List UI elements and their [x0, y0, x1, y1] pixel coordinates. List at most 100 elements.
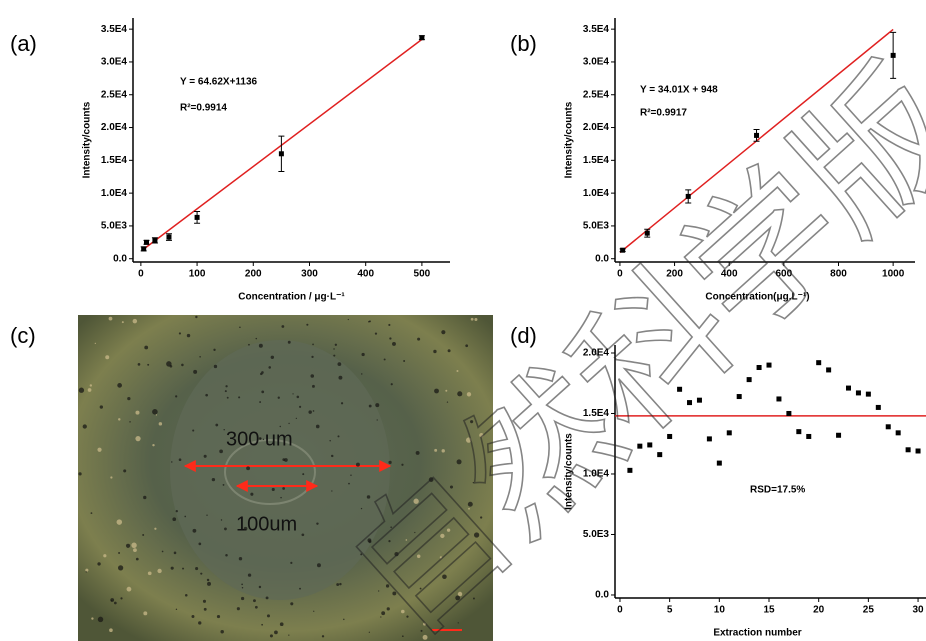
speck: [337, 362, 341, 366]
speck: [204, 608, 207, 611]
speck: [448, 349, 451, 352]
speck: [343, 619, 344, 620]
speck: [185, 594, 188, 597]
speck: [356, 463, 360, 467]
speck: [465, 344, 468, 347]
speck: [225, 554, 228, 557]
point: [686, 194, 691, 199]
speck: [100, 405, 103, 408]
figure: 300 um 100um (c) 0.05.0E31.0E41.5E42.0E4…: [0, 0, 926, 641]
annotation: Y = 64.62X+1136: [180, 77, 258, 88]
speck: [227, 397, 229, 399]
speck: [120, 597, 122, 599]
speck: [239, 557, 242, 560]
y-tick-label: 5.0E3: [583, 529, 610, 540]
speck: [361, 353, 364, 356]
speck: [312, 385, 315, 388]
speck: [335, 344, 337, 346]
speck: [118, 565, 123, 570]
speck: [288, 341, 291, 344]
speck: [126, 544, 130, 548]
point: [141, 246, 146, 251]
speck: [111, 600, 113, 602]
speck: [306, 324, 308, 326]
speck: [109, 317, 113, 321]
x-tick-label: 500: [414, 269, 431, 280]
speck: [223, 429, 224, 430]
speck: [97, 562, 100, 565]
speck: [199, 356, 201, 358]
point: [846, 386, 851, 391]
speck: [110, 476, 112, 478]
speck: [123, 469, 126, 472]
fit-line: [144, 39, 422, 249]
y-tick-label: 3.5E4: [101, 24, 128, 35]
speck: [78, 472, 81, 475]
speck: [193, 529, 197, 533]
speck: [474, 318, 477, 321]
speck: [313, 611, 314, 612]
speck: [179, 458, 182, 461]
point: [166, 235, 171, 240]
speck: [157, 569, 161, 573]
speck: [375, 403, 379, 407]
speck: [117, 519, 122, 524]
speck: [377, 419, 378, 420]
speck: [246, 466, 250, 470]
speck: [375, 333, 377, 335]
point: [279, 151, 284, 156]
point: [645, 231, 650, 236]
speck: [213, 349, 215, 351]
speck: [280, 622, 284, 626]
speck: [103, 554, 106, 557]
speck: [91, 512, 93, 514]
speck: [392, 342, 396, 346]
speck: [282, 458, 285, 461]
point: [916, 448, 921, 453]
speck: [313, 410, 315, 412]
speck: [179, 332, 181, 334]
speck: [266, 596, 269, 599]
speck: [175, 395, 177, 397]
speck: [241, 583, 243, 585]
speck: [90, 384, 92, 386]
speck: [338, 376, 342, 380]
speck: [259, 344, 263, 348]
speck: [299, 406, 301, 408]
speck: [191, 615, 194, 618]
x-tick-label: 5: [667, 605, 673, 616]
speck: [447, 402, 448, 403]
point: [886, 424, 891, 429]
speck: [261, 391, 264, 394]
speck: [270, 634, 273, 637]
speck: [311, 356, 313, 358]
speck: [154, 528, 156, 530]
speck: [148, 571, 152, 575]
speck: [162, 551, 164, 553]
speck: [91, 617, 93, 619]
speck: [224, 528, 227, 531]
x-axis-label: Extraction number: [713, 628, 801, 639]
speck: [261, 624, 263, 626]
speck: [290, 602, 293, 605]
speck: [195, 316, 197, 318]
speck: [181, 364, 184, 367]
speck: [242, 587, 243, 588]
speck: [348, 483, 350, 485]
y-tick-label: 3.0E4: [583, 57, 610, 68]
speck: [336, 583, 339, 586]
speck: [192, 430, 194, 432]
speck: [135, 436, 140, 441]
speck: [223, 484, 225, 486]
speck: [445, 390, 447, 392]
x-tick-label: 20: [813, 605, 825, 616]
speck: [288, 634, 289, 635]
speck: [221, 519, 222, 520]
speck: [292, 393, 293, 394]
y-tick-label: 3.0E4: [101, 57, 128, 68]
point: [866, 392, 871, 397]
panel-label: (a): [10, 31, 37, 56]
point: [419, 35, 424, 40]
speck: [250, 493, 253, 496]
speck: [299, 588, 301, 590]
